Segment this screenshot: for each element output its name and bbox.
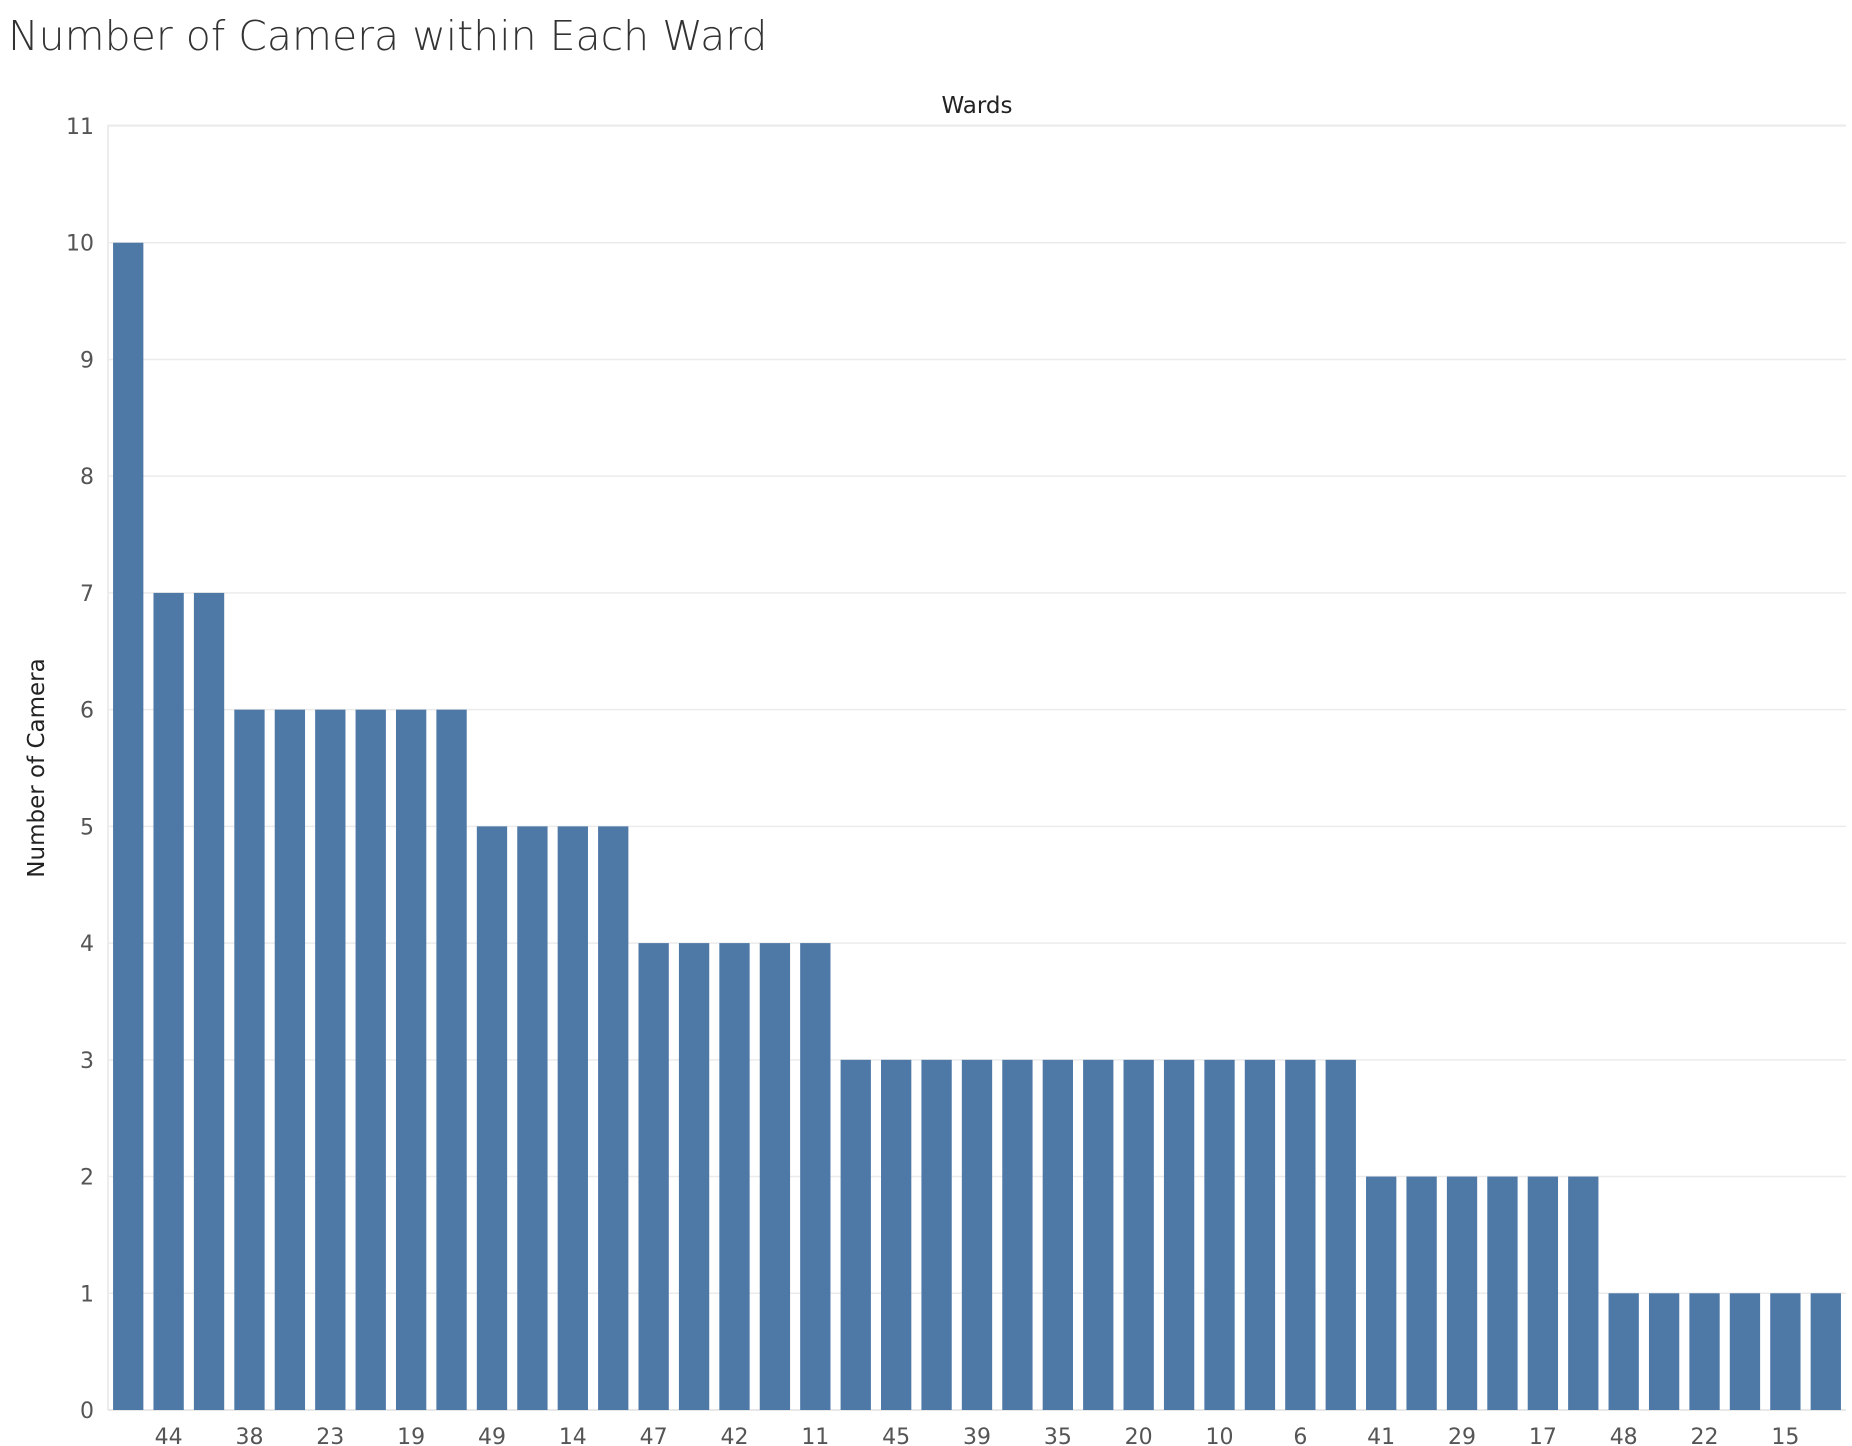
x-axis-title: Wards [942, 93, 1013, 119]
bar [1042, 1059, 1073, 1410]
x-tick-label: 45 [882, 1425, 910, 1446]
x-tick-label: 39 [963, 1425, 991, 1446]
bar [1568, 1176, 1599, 1410]
bar [759, 943, 791, 1410]
x-tick-label: 48 [1610, 1425, 1638, 1446]
x-tick-label: 14 [559, 1425, 587, 1446]
bar [1406, 1176, 1437, 1410]
bar [274, 709, 306, 1410]
bar [315, 709, 346, 1410]
bars [113, 242, 1841, 1410]
chart-title: Number of Camera within Each Ward [8, 12, 768, 60]
bar [1446, 1176, 1478, 1410]
y-tick-label: 9 [80, 348, 94, 373]
x-tick-label: 47 [640, 1425, 668, 1446]
bar [921, 1059, 952, 1410]
x-tick-label: 38 [235, 1425, 263, 1446]
y-tick-label: 7 [80, 582, 94, 607]
bar [517, 826, 548, 1410]
x-tick-label: 20 [1125, 1425, 1153, 1446]
bar [1648, 1293, 1680, 1410]
x-tick-label: 35 [1044, 1425, 1072, 1446]
y-tick-label: 1 [80, 1282, 94, 1307]
bar [193, 592, 225, 1410]
bar [1002, 1059, 1033, 1410]
bar [1285, 1059, 1316, 1410]
bar [881, 1059, 912, 1410]
y-tick-label: 3 [80, 1049, 94, 1074]
x-tick-label: 19 [397, 1425, 425, 1446]
y-axis-ticks: 0 1 2 3 4 5 6 7 8 9 10 11 [66, 115, 94, 1424]
x-tick-label: 11 [801, 1425, 829, 1446]
bar [638, 943, 669, 1410]
bar [234, 709, 265, 1410]
y-tick-label: 6 [80, 699, 94, 724]
x-tick-label: 23 [316, 1425, 344, 1446]
y-axis-title: Number of Camera [24, 658, 50, 877]
bar [961, 1059, 993, 1410]
bar [1163, 1059, 1195, 1410]
x-tick-label: 6 [1293, 1425, 1307, 1446]
bar [1487, 1176, 1518, 1410]
bar [1689, 1293, 1720, 1410]
bar [113, 242, 144, 1410]
y-tick-label: 11 [66, 115, 94, 140]
x-tick-label: 22 [1691, 1425, 1719, 1446]
y-tick-label: 4 [80, 932, 94, 957]
x-tick-label: 42 [720, 1425, 748, 1446]
x-tick-label: 44 [155, 1425, 183, 1446]
y-tick-label: 2 [80, 1166, 94, 1191]
x-axis-ticks: 44 38 23 19 49 14 47 42 11 45 39 35 20 10 6 41 29 17 48 22 1… [155, 1425, 1800, 1446]
y-tick-label: 8 [80, 465, 94, 490]
bar [840, 1059, 871, 1410]
bar [153, 592, 184, 1410]
bar [1810, 1293, 1841, 1410]
bar [1729, 1293, 1761, 1410]
bar [1244, 1059, 1276, 1410]
x-tick-label: 15 [1771, 1425, 1799, 1446]
bar [395, 709, 427, 1410]
y-tick-label: 10 [66, 232, 94, 257]
x-tick-label: 49 [478, 1425, 506, 1446]
bar [719, 943, 750, 1410]
bar [557, 826, 588, 1410]
x-tick-label: 10 [1206, 1425, 1234, 1446]
bar [598, 826, 629, 1410]
x-tick-label: 29 [1448, 1425, 1476, 1446]
bar [1123, 1059, 1154, 1410]
bar [800, 943, 831, 1410]
bar [355, 709, 386, 1410]
bar [1325, 1059, 1356, 1410]
bar [678, 943, 710, 1410]
bar [1527, 1176, 1559, 1410]
x-tick-label: 41 [1367, 1425, 1395, 1446]
bar [476, 826, 508, 1410]
bar [1083, 1059, 1114, 1410]
bar [1770, 1293, 1801, 1410]
bar [436, 709, 467, 1410]
x-tick-label: 17 [1529, 1425, 1557, 1446]
y-tick-label: 0 [80, 1399, 94, 1424]
bar [1366, 1176, 1397, 1410]
bar [1608, 1293, 1639, 1410]
bar [1204, 1059, 1235, 1410]
y-tick-label: 5 [80, 815, 94, 840]
